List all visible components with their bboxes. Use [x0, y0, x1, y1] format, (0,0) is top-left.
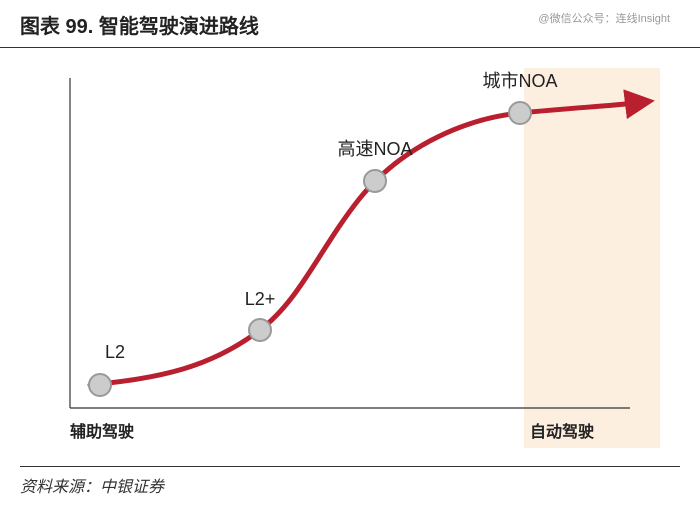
source-prefix: 资料来源：	[20, 479, 100, 496]
source-name: 中银证券	[100, 479, 164, 496]
stage-label-2: 高速NOA	[337, 135, 412, 161]
axis-label-0: 辅助驾驶	[70, 418, 134, 442]
stage-point-0	[89, 374, 111, 396]
chart-area: L2 L2+ 高速NOA 城市NOA 辅助驾驶 自动驾驶	[40, 68, 660, 448]
chart-title: 图表 99. 智能驾驶演进路线	[20, 16, 259, 38]
axis-label-1: 自动驾驶	[530, 418, 594, 442]
stage-point-3	[509, 102, 531, 124]
points-group	[89, 102, 531, 396]
stage-label-3: 城市NOA	[482, 67, 557, 93]
stage-label-0: L2	[105, 342, 125, 363]
stage-point-1	[249, 319, 271, 341]
source-footer: 资料来源：中银证券	[20, 466, 680, 497]
chart-svg	[40, 68, 660, 448]
stage-label-1: L2+	[245, 289, 276, 310]
stage-point-2	[364, 170, 386, 192]
watermark: @微信公众号：连线Insight	[538, 10, 670, 26]
